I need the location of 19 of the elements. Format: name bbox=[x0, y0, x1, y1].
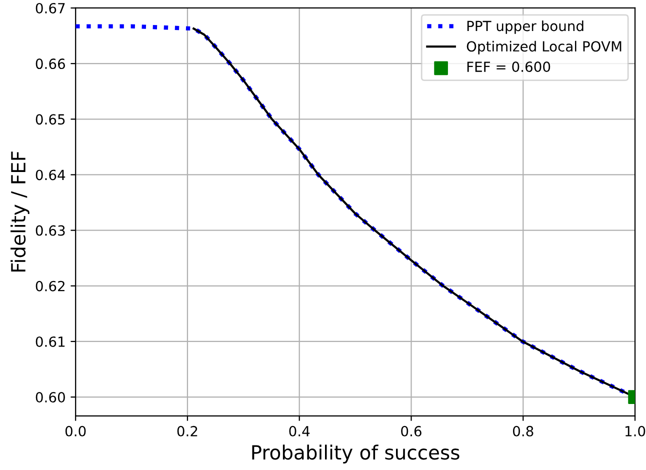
y-tick-label: 0.65 bbox=[36, 114, 65, 125]
y-tick-label: 0.63 bbox=[36, 225, 65, 236]
legend-label: FEF = 0.600 bbox=[467, 62, 550, 72]
y-tick-label: 0.61 bbox=[36, 336, 65, 347]
x-tick-label: 1.0 bbox=[626, 426, 646, 436]
y-tick-label: 0.62 bbox=[36, 280, 64, 292]
y-tick-label: 0.64 bbox=[36, 170, 66, 180]
legend-label: PPT upper bound bbox=[467, 20, 584, 34]
legend-label: Optimized Local POVM bbox=[466, 40, 622, 54]
y-tick-label: 0.66 bbox=[36, 58, 65, 70]
y-tick-label: 0.60 bbox=[36, 392, 65, 403]
y-axis-title: Fidelity / FEF bbox=[10, 152, 30, 272]
x-tick-label: 0.8 bbox=[513, 426, 534, 436]
y-tick-label: 0.67 bbox=[36, 2, 65, 14]
x-tick-label: 0.4 bbox=[289, 426, 310, 436]
x-axis-title: Probability of success bbox=[252, 444, 460, 464]
x-tick-label: 0.6 bbox=[401, 426, 422, 436]
x-tick-label: 0.0 bbox=[65, 426, 86, 436]
x-tick-label: 0.2 bbox=[177, 426, 198, 436]
